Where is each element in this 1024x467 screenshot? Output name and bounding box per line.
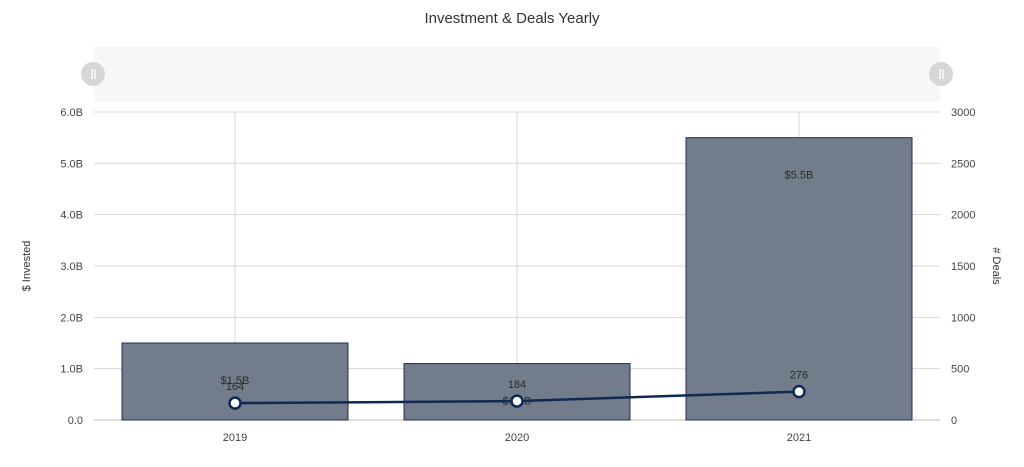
right-axis-tick: 2500 <box>951 158 975 170</box>
line-value-label: 184 <box>508 379 526 391</box>
bar-value-label: $5.5B <box>785 170 814 182</box>
x-axis-tick: 2019 <box>223 432 247 444</box>
left-axis-title: $ Invested <box>21 241 33 292</box>
right-axis-tick: 1500 <box>951 261 975 273</box>
navigator-left-handle-icon[interactable] <box>81 62 105 86</box>
range-navigator[interactable] <box>94 47 940 102</box>
bar-2020[interactable] <box>403 363 631 421</box>
deals-point-2021[interactable] <box>792 384 806 399</box>
chart-title: Investment & Deals Yearly <box>424 10 600 27</box>
right-axis-tick: 3000 <box>951 107 975 119</box>
line-value-label: 276 <box>790 370 808 382</box>
deals-point-2019[interactable] <box>228 396 242 410</box>
line-value-label: 164 <box>226 381 244 393</box>
right-axis-title: # Deals <box>990 247 1002 285</box>
left-axis-tick: 6.0B <box>60 107 83 119</box>
left-axis-tick: 4.0B <box>60 210 83 222</box>
right-axis-tick: 0 <box>951 415 957 427</box>
right-axis-tick: 1000 <box>951 312 975 324</box>
x-axis-tick: 2021 <box>787 432 811 444</box>
deals-point-2020[interactable] <box>510 394 524 408</box>
bar-2021[interactable] <box>685 137 913 421</box>
left-axis-tick: 0.0 <box>68 415 83 427</box>
right-axis-tick: 2000 <box>951 210 975 222</box>
navigator-right-handle-icon[interactable] <box>929 62 953 86</box>
left-axis-tick: 2.0B <box>60 312 83 324</box>
x-axis-tick: 2020 <box>505 432 529 444</box>
bar-value-label: $1.5B <box>221 375 250 387</box>
left-axis-tick: 3.0B <box>60 261 83 273</box>
right-axis-tick: 500 <box>951 364 969 376</box>
left-axis-tick: 5.0B <box>60 158 83 170</box>
left-axis-tick: 1.0B <box>60 364 83 376</box>
